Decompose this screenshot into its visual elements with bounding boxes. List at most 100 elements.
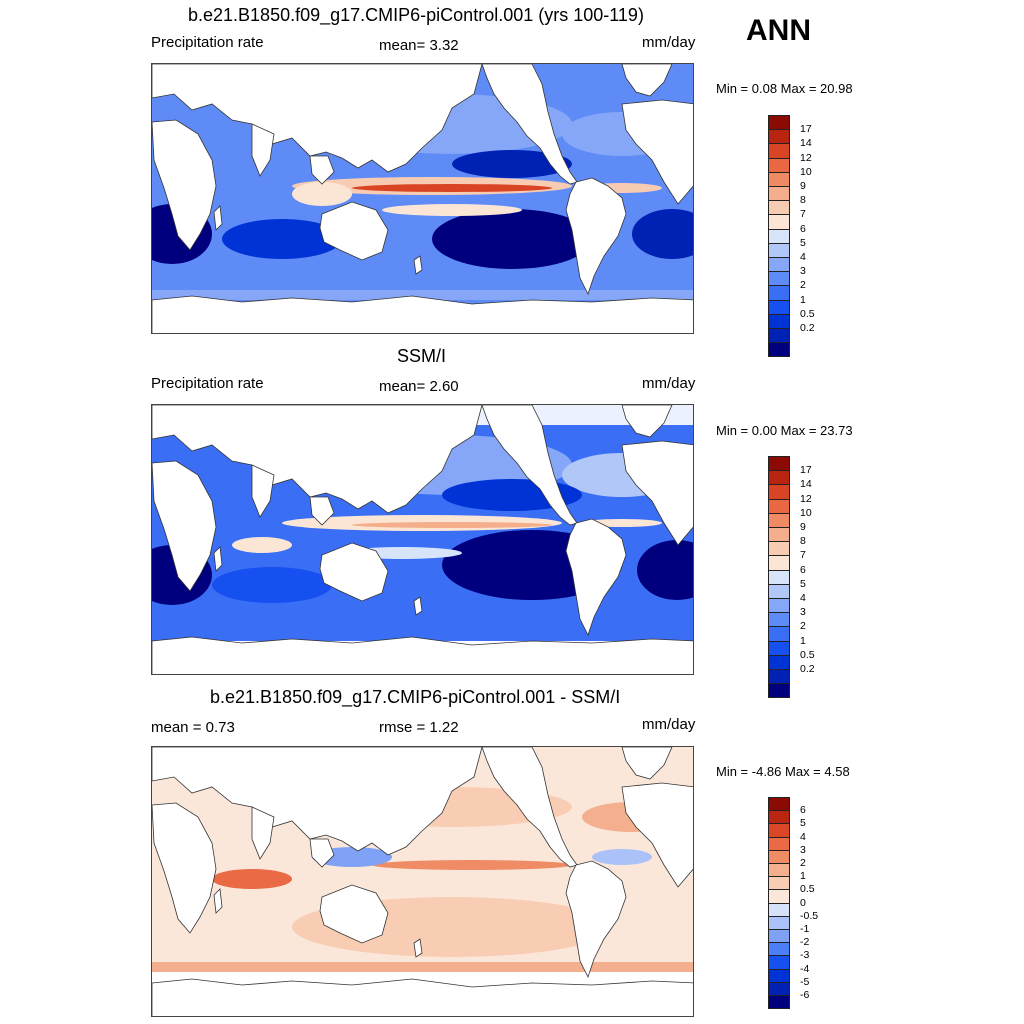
land-seAsia [309,838,335,868]
colorbar-swatch [768,512,790,528]
colorbar-swatch [768,555,790,571]
colorbar-swatch [768,863,790,878]
land-africa [152,460,217,592]
land-india [251,464,275,518]
pacific-itcz-core [352,184,552,192]
colorbar-swatch [768,929,790,944]
panel-2-title: SSM/I [397,346,447,366]
land-africa [152,802,217,934]
colorbar-swatch [768,271,790,287]
colorbar-swatch [768,583,790,599]
colorbar-swatch [768,214,790,230]
colorbar-swatch [768,541,790,557]
panel-2-variable-label: Precipitation rate [151,375,264,392]
colorbar-swatch [768,955,790,970]
southeast-pacific-dry-zone [432,209,592,269]
colorbar-swatch [768,143,790,159]
colorbar-tick-label: 6 [800,563,806,576]
land-greenland [621,64,673,97]
colorbar-swatch [768,626,790,642]
colorbar-tick-label: -2 [800,936,810,949]
land-antarctica [152,978,693,1016]
land-newZealand [413,596,423,616]
colorbar-tick-label: 4 [800,830,806,843]
maritime-continent-rainfall [292,182,352,206]
land-northAmerica [481,405,578,526]
colorbar-swatch [768,612,790,628]
colorbar-swatch [768,995,790,1010]
panel-2-map [151,404,694,675]
panel-3-units-label: mm/day [642,716,696,733]
colorbar-tick-label: 10 [800,506,812,519]
colorbar-tick-label: 4 [800,251,806,263]
land-australia [319,542,389,602]
south-atlantic-dry-zone [632,209,693,259]
colorbar-tick-label: 2 [800,857,806,869]
panel-1-colorbar: 17 14 12 10 9 8 7 6 5 4 3 2 1 0.5 0.2 [768,115,815,358]
panel-1-units-label: mm/day [642,34,696,51]
colorbar-tick-label: -3 [800,949,810,962]
colorbar-swatch [768,484,790,500]
land-southAmerica [565,177,627,296]
colorbar-tick-label: 5 [800,236,806,249]
panel-1-variable-label: Precipitation rate [151,34,264,51]
land-eurasia [152,64,483,173]
colorbar-tick-label: 7 [800,549,806,562]
land-eurasia [152,405,483,514]
colorbar-tick-label: 0.2 [800,663,815,675]
colorbar-swatch [768,299,790,315]
land-africaEast [621,99,693,205]
land-eurasia [152,747,483,856]
colorbar-tick-label: -0.5 [800,909,819,922]
indian-ocean-positive-bias [212,869,292,889]
land-india [251,806,275,860]
panel-2-mean-label: mean= 2.60 [379,378,459,395]
colorbar-swatch [768,889,790,904]
colorbar-swatch [768,328,790,344]
colorbar-swatch [768,981,790,996]
panel-3-title: b.e21.B1850.f09_g17.CMIP6-piControl.001 … [210,687,621,707]
land-newZealand [413,255,423,275]
coastlines [152,64,693,333]
colorbar-tick-label: 7 [800,208,806,221]
colorbar-tick-label: 6 [800,804,806,817]
panel-1-mean-label: mean= 3.32 [379,37,459,54]
colorbar-tick-label: 14 [800,478,812,491]
panel-1-title: b.e21.B1850.f09_g17.CMIP6-piControl.001 … [188,5,644,25]
colorbar-tick-label: 3 [800,606,806,619]
colorbar-swatch [768,186,790,202]
colorbar-swatch [768,810,790,825]
colorbar-tick-label: 14 [800,137,812,150]
land-antarctica [152,295,693,333]
colorbar-swatch [768,342,790,358]
panel-3-mean-label: mean = 0.73 [151,719,235,736]
colorbar-tick-label: 9 [800,521,806,533]
colorbar-tick-label: 5 [800,577,806,590]
land-madagascar [213,546,223,572]
panel-1-contour-map [152,64,693,333]
colorbar-swatch [768,228,790,244]
colorbar-swatch [768,257,790,273]
colorbar-tick-label: 6 [800,222,806,235]
land-seAsia [309,155,335,185]
colorbar-swatch [768,242,790,258]
panel-3-rmse-label: rmse = 1.22 [379,719,459,736]
colorbar-swatch [768,200,790,216]
south-atlantic-dry-zone [637,540,693,600]
colorbar-swatch [768,498,790,514]
southern-ocean-positive-bias [152,962,693,972]
colorbar-tick-label: 2 [800,620,806,633]
colorbar-swatch [768,470,790,486]
colorbar-tick-label: 2 [800,279,806,292]
colorbar-tick-label: 3 [800,265,806,278]
land-greenland [621,747,673,780]
coastlines [152,747,693,1016]
panel-3-minmax: Min = -4.86 Max = 4.58 [716,764,850,779]
coastlines [152,405,693,674]
panel-2-minmax: Min = 0.00 Max = 23.73 [716,423,853,438]
colorbar-swatch [768,669,790,685]
colorbar-tick-label: 5 [800,817,806,830]
colorbar-tick-label: -4 [800,962,810,975]
panel-2-units-label: mm/day [642,375,696,392]
colorbar-tick-label: 4 [800,592,806,604]
